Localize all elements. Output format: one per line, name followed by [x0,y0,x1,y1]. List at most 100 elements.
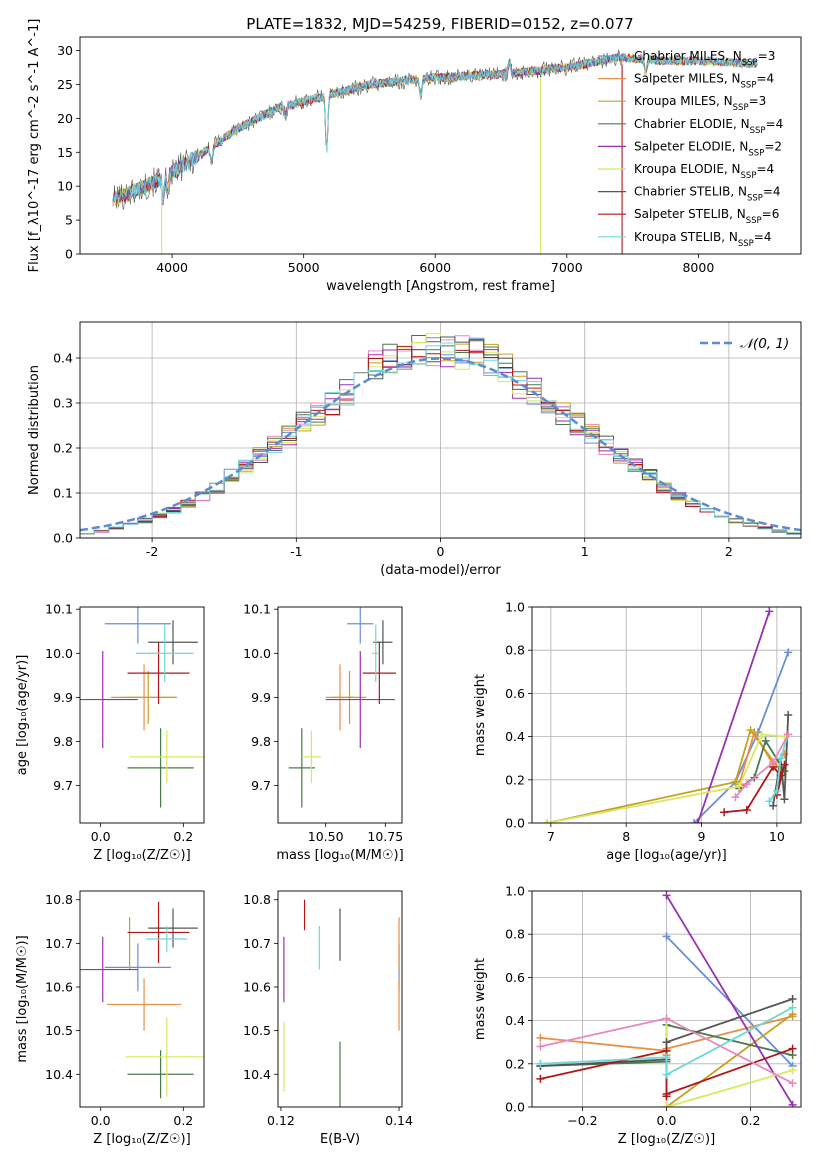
gaussian-curve [80,357,801,532]
plot-area [112,49,758,254]
weight-marker [780,760,789,769]
plot-area [536,891,797,1107]
x-tick-label: 9 [698,829,706,844]
y-tick-label: 10.4 [243,1067,271,1082]
x-tick-label: -1 [290,544,302,559]
y-tick-label: 9.9 [53,690,73,705]
y-tick-label: 10.4 [45,1067,73,1082]
weight-marker [742,806,751,815]
plot-area [288,607,397,808]
y-tick-label: 10.6 [45,980,73,995]
legend-label: Chabrier ELODIE, NSSP=4 [634,117,783,136]
weight-marker [788,1003,797,1012]
axes-frame [277,890,403,1108]
axes-frame [531,890,802,1108]
weight-marker [662,1014,671,1023]
y-tick-label: 25 [57,77,73,92]
y-tick-label: 10 [57,179,73,194]
y-tick-label: 1.0 [505,600,525,615]
y-tick-label: 0.2 [505,772,525,787]
x-tick-label: 7000 [551,260,583,275]
weight-marker [731,793,740,802]
legend-label: 𝒩(0, 1) [740,336,789,352]
x-tick-label: -2 [146,544,158,559]
plot-area [80,607,204,808]
weight-marker [765,797,774,806]
x-tick-label: 0.0 [91,829,111,844]
x-tick-label: 2 [725,544,733,559]
y-tick-label: 10.8 [243,892,271,907]
plot-area [283,899,400,1107]
x-tick-label: 0 [437,544,445,559]
axes-frame [79,321,802,539]
figure-title: PLATE=1832, MJD=54259, FIBERID=0152, z=0… [246,15,633,33]
y-tick-label: 0 [65,247,73,262]
weight-line-salpeter_elodie [696,611,771,823]
x-axis-label: age [log₁₀(age/yr)] [606,848,727,863]
plot-area [80,901,204,1099]
x-axis-label: wavelength [Angstrom, rest frame] [326,279,555,294]
x-axis-label: (data-model)/error [380,563,501,578]
y-tick-label: 5 [65,213,73,228]
y-tick-label: 30 [57,43,73,58]
y-tick-label: 0.2 [505,1056,525,1071]
y-tick-label: 0.0 [505,1100,525,1115]
x-axis-label: Z [log₁₀(Z/Z☉)] [618,1132,715,1147]
weight-marker [735,782,744,791]
panel-weight_vs_age: 7 8 9 10 0.0 0.2 0.4 0.6 0.8 1.0 age [log₁₀(age/yr… [473,600,802,863]
x-tick-label: 10.50 [308,829,344,844]
weight-line-salpeter_elodie [665,894,794,1106]
y-tick-label: 10.1 [45,602,73,617]
legend-label: Salpeter MILES, NSSP=4 [634,72,774,91]
panel-age_vs_Z: 0.0 0.2 9.7 9.8 9.9 10.0 10.1 Z [log₁₀(Z/Z☉)] ag… [15,602,205,863]
weight-marker [693,819,702,823]
y-tick-label: 9.9 [251,690,271,705]
weight-marker [742,780,751,789]
weight-marker [788,1066,797,1075]
x-tick-label: 8000 [682,260,714,275]
y-axis-label: Normed distribution [27,365,42,495]
weight-line-chabrier_stelib [772,714,790,806]
weight-marker [761,736,770,745]
y-tick-label: 10.7 [243,936,271,951]
x-tick-label: 0.2 [173,829,193,844]
y-tick-label: 10.0 [45,646,73,661]
weight-marker [784,730,793,739]
x-tick-label: 7 [547,829,555,844]
y-tick-label: 10.0 [243,646,271,661]
weight-marker [731,777,740,786]
y-tick-label: 15 [57,145,73,160]
plot-area [543,607,793,823]
y-tick-label: 10.5 [45,1023,73,1038]
legend-label: Kroupa MILES, NSSP=3 [634,94,766,113]
y-tick-label: 0.8 [505,643,525,658]
weight-marker [662,1053,671,1062]
y-tick-label: 9.7 [53,778,73,793]
legend-label: Kroupa STELIB, NSSP=4 [634,230,772,249]
weight-marker [746,726,755,735]
panel-mass_vs_Z: 0.0 0.2 10.4 10.5 10.6 10.7 10.8 Z [log₁₀(Z/Z☉)… [15,890,205,1147]
y-tick-label: 10.7 [45,936,73,951]
x-tick-label: 8 [622,829,630,844]
weight-marker [536,1059,545,1068]
x-axis-label: E(B-V) [320,1132,360,1147]
y-tick-label: 0.4 [505,729,525,744]
y-tick-label: 0.0 [53,531,73,546]
y-tick-label: 9.7 [251,778,271,793]
weight-line-kroupa_stelib [540,1006,794,1077]
y-axis-label: mass weight [473,958,488,1040]
legend-label: Chabrier MILES, NSSP=3 [634,49,775,68]
weight-marker [720,808,729,817]
weight-marker [662,1103,671,1107]
weight-marker [788,1079,797,1088]
x-tick-label: 10.75 [367,829,403,844]
y-tick-label: 10.6 [243,980,271,995]
weight-marker [788,1044,797,1053]
legend-label: Kroupa ELODIE, NSSP=4 [634,162,774,181]
x-axis-label: mass [log₁₀(M/M☉)] [276,848,403,863]
legend-label: Chabrier STELIB, NSSP=4 [634,185,781,204]
x-tick-label: 0.0 [91,1113,111,1128]
weight-marker [769,801,778,810]
weight-marker [788,995,797,1003]
panel-weight_vs_Z: −0.2 0.0 0.2 0.0 0.2 0.4 0.6 0.8 1.0 Z [log₁₀(Z/Z… [473,884,802,1147]
